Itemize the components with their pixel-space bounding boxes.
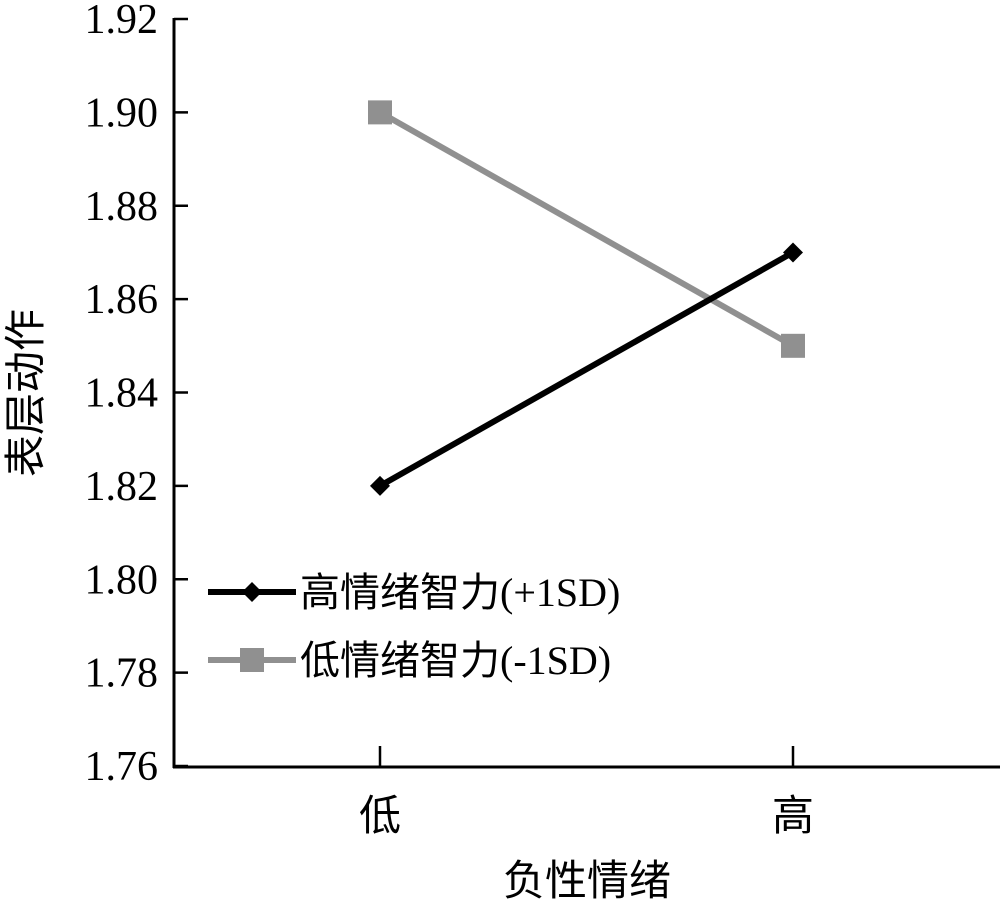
data-point-diamond xyxy=(783,242,803,263)
legend-label: 高情绪智力(+1SD) xyxy=(300,570,620,615)
series-line xyxy=(378,249,795,489)
data-point-square xyxy=(781,333,805,358)
y-tick-label: 1.82 xyxy=(85,464,159,510)
y-tick-label: 1.84 xyxy=(85,371,159,417)
data-point-square xyxy=(368,100,392,125)
x-axis-label: 负性情绪 xyxy=(503,859,671,903)
y-tick-label: 1.92 xyxy=(85,0,159,43)
y-tick-label: 1.90 xyxy=(85,90,159,136)
data-point-diamond xyxy=(370,475,390,496)
x-tick-label: 高 xyxy=(772,794,814,840)
y-tick-label: 1.86 xyxy=(85,277,159,323)
y-tick-label: 1.78 xyxy=(85,651,159,697)
legend-label: 低情绪智力(-1SD) xyxy=(300,638,611,683)
x-tick-label: 低 xyxy=(359,794,401,840)
legend-marker-diamond xyxy=(242,582,262,602)
series-line xyxy=(378,109,795,349)
y-tick-label: 1.76 xyxy=(85,744,159,790)
y-tick-label: 1.88 xyxy=(85,184,159,230)
legend-marker-square xyxy=(240,648,264,672)
y-tick-label: 1.80 xyxy=(85,557,159,603)
y-axis-label: 表层动作 xyxy=(4,309,50,477)
